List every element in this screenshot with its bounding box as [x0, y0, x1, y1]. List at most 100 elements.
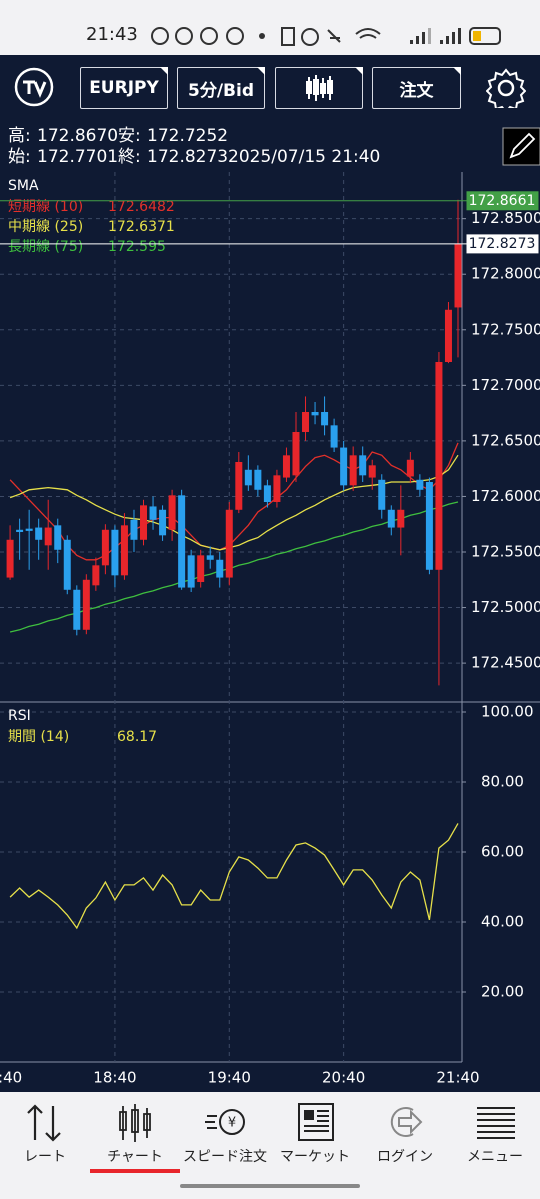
candle-body: [454, 243, 462, 308]
candle-body: [340, 447, 348, 486]
candle-body: [330, 425, 338, 448]
candle-body: [368, 465, 376, 478]
candle-body: [16, 529, 24, 532]
candle-body: [321, 412, 329, 426]
nav-label: レート: [24, 1149, 66, 1165]
market-icon: [298, 1103, 334, 1141]
candle-body: [397, 509, 405, 528]
candle-body: [25, 528, 33, 531]
candle-body: [425, 482, 433, 570]
candle-body: [416, 479, 424, 490]
indicator-line: [9, 442, 459, 561]
candle-body: [92, 565, 100, 586]
candle-body: [292, 432, 300, 476]
candle-body: [54, 525, 62, 550]
y-tick-label: 60.00: [481, 843, 524, 861]
candle-body: [254, 469, 262, 490]
indicator-line: [9, 823, 459, 930]
header-value: 172.8273: [147, 147, 228, 167]
active-indicator: [90, 1169, 180, 1173]
login-icon: [390, 1107, 423, 1137]
settings-icon[interactable]: [486, 68, 526, 108]
draw-button[interactable]: [502, 127, 540, 166]
x-tick-label: 19:40: [208, 1069, 251, 1087]
y-tick-label: 172.5000: [471, 598, 540, 616]
price-badge: [466, 191, 539, 211]
candle-body: [359, 455, 367, 476]
legend-value: 68.17: [117, 729, 157, 745]
panel-title: RSI: [8, 708, 31, 724]
y-tick-label: 172.6000: [471, 487, 540, 505]
nav-login[interactable]: ログイン: [360, 1092, 450, 1172]
candle-body: [406, 459, 414, 477]
candle-body: [159, 509, 167, 536]
header-value: 172.7701: [37, 147, 118, 167]
chart-area: 高: 172.8670 安: 172.7252 始: 172.7701 終: 172.8273…: [0, 118, 540, 1092]
toolbar: EURJPY 5分/Bid 注文: [0, 55, 540, 118]
legend-name: 期間 (14): [8, 729, 69, 745]
x-tick-label: 18:40: [93, 1069, 136, 1087]
nav-label: マーケット: [280, 1149, 350, 1165]
y-tick-label: 172.5500: [471, 543, 540, 561]
header-datetime: 2025/07/15 21:40: [228, 147, 380, 167]
nav-chart[interactable]: チャート: [90, 1092, 180, 1173]
y-tick-label: 172.4500: [471, 654, 540, 672]
rate-icon: [27, 1104, 61, 1142]
candle-body: [235, 462, 243, 510]
legend-name: 長期線 (75): [8, 239, 83, 255]
interval-button[interactable]: 5分/Bid: [177, 67, 265, 109]
menu-icon: [477, 1107, 515, 1139]
bottom-nav: レート チャート ¥ スピード注文 マーケット ログイン メニュー: [0, 1092, 540, 1199]
candle-body: [44, 527, 52, 546]
candle-body: [149, 506, 157, 520]
pencil-icon: [509, 132, 536, 159]
price-badge-label: 172.8661: [469, 193, 536, 209]
nav-market[interactable]: マーケット: [270, 1092, 360, 1172]
clock: 21:43: [86, 24, 138, 45]
nav-menu[interactable]: メニュー: [450, 1092, 540, 1172]
price-badge-label: 172.8273: [469, 236, 536, 252]
candle-body: [302, 412, 310, 432]
candle-body: [140, 505, 148, 540]
candle-body: [187, 555, 195, 588]
y-tick-label: 40.00: [481, 913, 524, 931]
candle-body: [435, 362, 443, 570]
nav-label: スピード注文: [183, 1149, 267, 1165]
status-icons: [151, 27, 501, 46]
nav-speed-order[interactable]: ¥ スピード注文: [180, 1092, 270, 1172]
nav-rate[interactable]: レート: [0, 1092, 90, 1172]
candle-body: [73, 589, 81, 630]
candle-body: [111, 529, 119, 576]
gesture-bar: [180, 1184, 360, 1188]
y-tick-label: 172.8500: [471, 209, 540, 227]
x-tick-label: 17:40: [0, 1069, 22, 1087]
candle-body: [197, 555, 205, 582]
candle-body: [244, 469, 252, 486]
y-tick-label: 100.00: [481, 703, 534, 721]
symbol-button[interactable]: EURJPY: [80, 67, 168, 109]
app-logo[interactable]: [14, 67, 54, 107]
candle-body: [178, 495, 186, 588]
panel-title: SMA: [8, 178, 39, 194]
status-bar: 21:43: [0, 0, 540, 55]
candle-body: [130, 519, 138, 540]
header-value: 172.7252: [147, 126, 228, 146]
header-label: 安:: [118, 126, 141, 146]
legend-value: 172.595: [108, 239, 166, 255]
chart-background: [0, 118, 540, 1092]
candle-icon: [306, 75, 333, 101]
header-value: 172.8670: [37, 126, 118, 146]
candle-body: [216, 559, 224, 578]
legend-value: 172.6371: [108, 219, 175, 235]
candle-body: [273, 475, 281, 502]
candle-body: [82, 579, 90, 630]
y-tick-label: 80.00: [481, 773, 524, 791]
order-button[interactable]: 注文: [372, 67, 461, 109]
candle-body: [311, 412, 319, 416]
candle-body: [120, 525, 128, 576]
candle-body: [206, 555, 214, 560]
chart-type-button[interactable]: [275, 67, 363, 109]
header-label: 終:: [118, 147, 141, 167]
x-tick-label: 21:40: [436, 1069, 479, 1087]
